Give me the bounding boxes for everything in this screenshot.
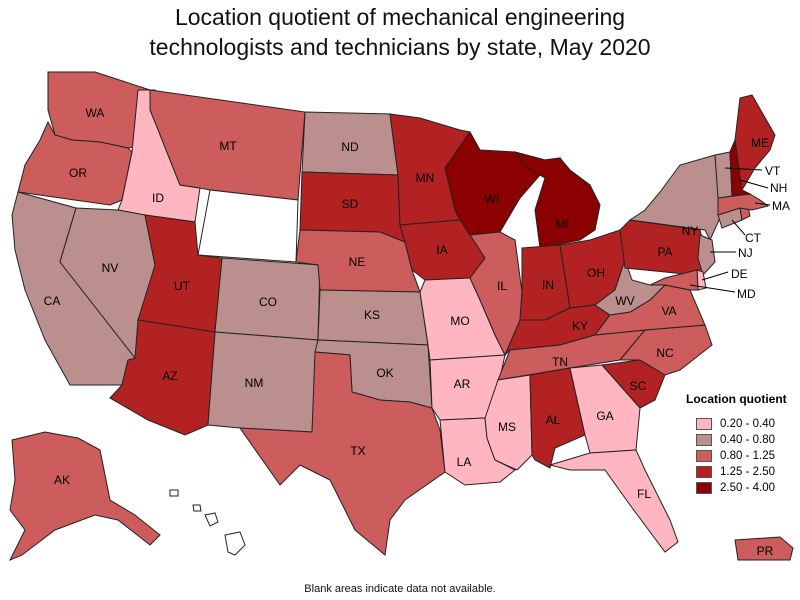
label-PR: PR	[757, 544, 774, 558]
label-AZ: AZ	[162, 369, 177, 383]
label-NJ: NJ	[738, 246, 753, 260]
state-MA[interactable]	[717, 193, 770, 216]
state-SC[interactable]	[601, 359, 666, 409]
label-MD: MD	[737, 287, 756, 301]
legend-item: 0.40 - 0.80	[696, 432, 787, 448]
label-UT: UT	[174, 279, 191, 293]
leader-CT	[731, 219, 746, 236]
label-OR: OR	[69, 166, 87, 180]
label-ID: ID	[152, 191, 164, 205]
label-CT: CT	[745, 231, 762, 245]
title-line-2: technologists and technicians by state, …	[149, 34, 651, 60]
label-KY: KY	[572, 319, 588, 333]
leader-DE	[701, 271, 729, 281]
legend-item: 0.20 - 0.40	[696, 416, 787, 432]
legend-swatch	[696, 466, 712, 478]
state-MI[interactable]	[513, 151, 601, 249]
label-ME: ME	[751, 136, 769, 150]
label-OK: OK	[376, 366, 393, 380]
state-NH[interactable]	[729, 138, 752, 197]
label-AR: AR	[454, 377, 471, 391]
label-MO: MO	[450, 314, 469, 328]
title-line-1: Location quotient of mechanical engineer…	[174, 4, 626, 30]
label-PA: PA	[657, 245, 672, 259]
label-KS: KS	[364, 308, 380, 322]
legend-swatch	[696, 450, 712, 462]
label-OH: OH	[587, 266, 605, 280]
label-ND: ND	[341, 140, 359, 154]
state-HI[interactable]	[169, 489, 246, 556]
label-TX: TX	[350, 444, 365, 458]
footnote: Blank areas indicate data not available.	[304, 583, 496, 595]
leader-MD	[689, 284, 736, 293]
label-MI: MI	[555, 217, 568, 231]
legend-label: 0.40 - 0.80	[720, 434, 775, 446]
state-MD[interactable]	[649, 269, 699, 291]
legend-label: 2.50 - 4.00	[720, 482, 775, 494]
legend-swatch	[696, 418, 712, 430]
label-IA: IA	[436, 243, 447, 257]
legend-item: 0.80 - 1.25	[696, 448, 787, 464]
legend-label: 0.20 - 0.40	[720, 418, 775, 430]
label-FL: FL	[637, 487, 651, 501]
label-DE: DE	[731, 267, 748, 281]
label-IL: IL	[497, 279, 507, 293]
state-VT[interactable]	[714, 151, 733, 199]
label-GA: GA	[596, 409, 613, 423]
hawaii-maui	[204, 512, 219, 527]
leader-VT	[724, 167, 763, 171]
label-IN: IN	[542, 278, 554, 292]
label-CO: CO	[259, 295, 277, 309]
label-SC: SC	[630, 379, 647, 393]
label-VT: VT	[765, 164, 781, 178]
label-MT: MT	[219, 139, 237, 153]
state-NJ[interactable]	[697, 234, 716, 276]
label-MN: MN	[416, 171, 435, 185]
hawaii-oahu	[192, 504, 202, 512]
label-WA: WA	[86, 106, 105, 120]
hawaii-island	[224, 531, 246, 556]
label-VA: VA	[661, 304, 676, 318]
legend: Location quotient 0.20 - 0.40 0.40 - 0.8…	[686, 392, 787, 496]
label-NC: NC	[656, 346, 674, 360]
leader-NH	[739, 179, 769, 189]
legend-swatch	[696, 482, 712, 494]
label-AK: AK	[54, 473, 70, 487]
label-WV: WV	[615, 294, 634, 308]
legend-title: Location quotient	[686, 392, 787, 406]
state-AK[interactable]	[8, 431, 161, 561]
label-NE: NE	[349, 255, 366, 269]
state-FL[interactable]	[548, 449, 679, 553]
state-PR[interactable]	[734, 536, 794, 561]
hawaii-kauai	[169, 489, 179, 497]
map-title: Location quotient of mechanical engineer…	[0, 2, 800, 62]
state-TX[interactable]	[238, 351, 446, 556]
label-MS: MS	[498, 420, 516, 434]
state-MT[interactable]	[149, 89, 306, 201]
label-TN: TN	[552, 355, 568, 369]
label-NH: NH	[770, 181, 787, 195]
label-CA: CA	[44, 294, 61, 308]
label-MA: MA	[772, 199, 790, 213]
state-WY[interactable]	[197, 189, 299, 263]
label-AL: AL	[546, 413, 561, 427]
leader-MA	[754, 202, 771, 206]
label-NV: NV	[102, 261, 119, 275]
state-ME[interactable]	[734, 94, 776, 192]
label-SD: SD	[342, 197, 359, 211]
legend-label: 0.80 - 1.25	[720, 450, 775, 462]
label-NM: NM	[245, 376, 264, 390]
label-NY: NY	[682, 224, 699, 238]
legend-item: 2.50 - 4.00	[696, 480, 787, 496]
label-LA: LA	[457, 455, 472, 469]
legend-label: 1.25 - 2.50	[720, 466, 775, 478]
label-WI: WI	[485, 192, 500, 206]
legend-swatch	[696, 434, 712, 446]
legend-item: 1.25 - 2.50	[696, 464, 787, 480]
